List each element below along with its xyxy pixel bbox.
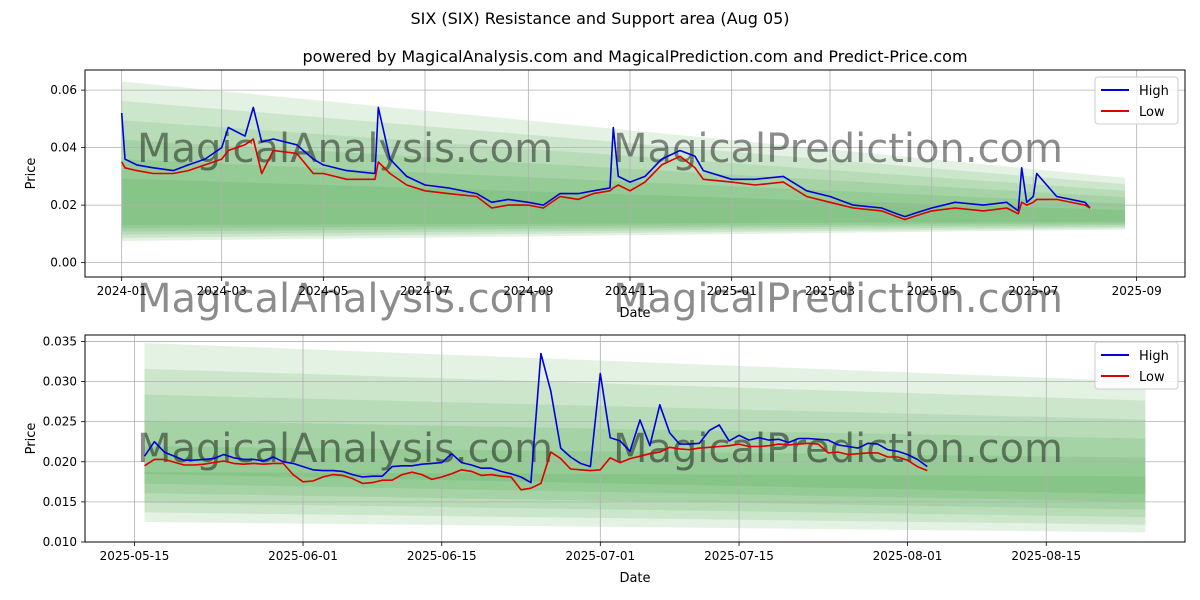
x-tick-label: 2025-03	[805, 284, 855, 298]
watermarks: MagicalAnalysis.com MagicalPrediction.com…	[137, 126, 1063, 322]
plot-frame	[84, 334, 1186, 543]
x-tick-label: 2025-07-15	[704, 549, 774, 563]
band-layer	[121, 178, 1125, 226]
x-tick-label: 2025-05	[907, 284, 957, 298]
plot-frame	[84, 69, 1186, 278]
band-layer	[121, 159, 1125, 229]
legend-label-low: Low	[1139, 370, 1165, 385]
series-line-low	[121, 138, 1091, 221]
x-tick-label: 2024-09	[503, 284, 553, 298]
band-layer	[144, 343, 1146, 533]
watermark-text: MagicalAnalysis.com	[137, 276, 553, 322]
support-resistance-band	[121, 81, 1125, 242]
x-axis-label: Date	[619, 306, 650, 321]
figure-title: SIX (SIX) Resistance and Support area (A…	[410, 9, 790, 28]
y-tick-label: 0.00	[50, 256, 77, 270]
band-layer	[144, 446, 1146, 502]
series-line-high	[143, 352, 928, 484]
band-layer	[144, 368, 1146, 525]
band-layer	[121, 81, 1125, 242]
y-tick-label: 0.025	[43, 415, 77, 429]
legend-label-high: High	[1139, 84, 1169, 99]
x-tick-label: 2025-05-15	[100, 549, 170, 563]
x-axis-label: Date	[619, 571, 650, 586]
band-layer	[121, 139, 1125, 232]
band-layer	[144, 394, 1146, 518]
watermark-text: MagicalAnalysis.com	[137, 126, 553, 172]
watermark-text: MagicalPrediction.com	[613, 276, 1063, 322]
y-tick-label: 0.010	[43, 535, 77, 549]
chart-subtitle: powered by MagicalAnalysis.com and Magic…	[302, 47, 967, 66]
y-axis-label: Price	[24, 423, 39, 455]
y-tick-label: 0.020	[43, 455, 77, 469]
x-tick-label: 2024-07	[400, 284, 450, 298]
y-tick-label: 0.035	[43, 334, 77, 348]
legend: High Low	[1094, 341, 1179, 390]
axis-ticks: 2024-01 2024-03 2024-05 2024-07 2024-09 2024-…	[50, 70, 1185, 298]
x-tick-label: 2025-07-01	[565, 549, 635, 563]
top-panel: powered by MagicalAnalysis.com and Magic…	[24, 47, 1186, 322]
band-layer	[121, 100, 1125, 238]
support-resistance-band	[144, 343, 1146, 533]
x-tick-label: 2025-01	[707, 284, 757, 298]
legend-label-low: Low	[1139, 105, 1165, 120]
axis-ticks: 2025-05-15 2025-06-01 2025-06-15 2025-07-01…	[43, 334, 1185, 563]
bottom-panel: 2025-05-15 2025-06-01 2025-06-15 2025-07-01…	[24, 334, 1186, 586]
band-layer	[144, 472, 1146, 495]
x-tick-label: 2025-08-01	[873, 549, 943, 563]
y-tick-label: 0.02	[50, 198, 77, 212]
legend-box	[1094, 76, 1179, 125]
x-tick-label: 2025-08-15	[1011, 549, 1081, 563]
x-tick-label: 2024-05	[298, 284, 348, 298]
y-tick-label: 0.06	[50, 83, 77, 97]
x-tick-label: 2024-11	[605, 284, 655, 298]
x-tick-label: 2025-09	[1112, 284, 1162, 298]
x-tick-label: 2024-01	[97, 284, 147, 298]
series-lines	[143, 352, 928, 491]
legend-box	[1094, 341, 1179, 390]
x-tick-label: 2025-06-01	[268, 549, 338, 563]
series-line-low	[144, 442, 928, 491]
band-layer	[121, 120, 1125, 235]
y-axis-label: Price	[24, 158, 39, 190]
series-line-high	[120, 106, 1091, 218]
legend: High Low	[1094, 76, 1179, 125]
band-layer	[144, 420, 1146, 510]
y-tick-label: 0.04	[50, 141, 77, 155]
y-tick-label: 0.030	[43, 375, 77, 389]
x-tick-label: 2025-07	[1008, 284, 1058, 298]
legend-label-high: High	[1139, 349, 1169, 364]
x-tick-label: 2024-03	[197, 284, 247, 298]
watermark-text: MagicalPrediction.com	[613, 126, 1063, 172]
series-lines	[120, 106, 1091, 221]
x-tick-label: 2025-06-15	[407, 549, 477, 563]
y-tick-label: 0.015	[43, 495, 77, 509]
